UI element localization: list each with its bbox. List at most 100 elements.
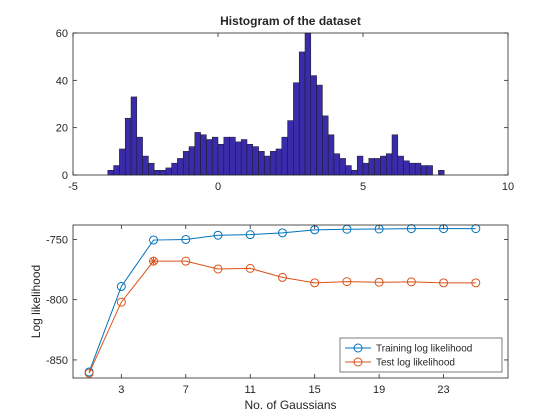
histogram-bar — [362, 162, 370, 176]
histogram-bar — [269, 151, 277, 176]
legend-marker — [353, 343, 363, 353]
series-point-training — [277, 228, 287, 238]
histogram-bar — [130, 96, 138, 176]
likelihood-ticks: 3 7 11 15 19 23 -850 -800 -750 — [46, 225, 508, 396]
histogram-bar — [223, 136, 230, 176]
series-line-training — [88, 228, 476, 373]
histogram-bar — [397, 155, 404, 176]
histogram-bar — [211, 136, 219, 176]
legend-label: Training log likelihood — [376, 344, 472, 355]
histogram-bar — [182, 151, 190, 176]
legend: Training log likelihood Test log likeliho… — [339, 337, 503, 373]
histogram-bar — [119, 148, 126, 176]
series-point-training — [149, 235, 159, 245]
histogram-bar — [356, 155, 364, 176]
histogram-bar — [124, 117, 132, 176]
y-tick-label: 40 — [56, 75, 68, 87]
histogram-bar — [414, 162, 422, 176]
histogram-bar — [403, 160, 410, 176]
x-tick-label: 7 — [183, 384, 189, 396]
series-point-test — [116, 297, 126, 307]
histogram-bar — [153, 170, 161, 176]
histogram-bar — [206, 139, 213, 176]
histogram-bar — [246, 143, 254, 176]
histogram-bar — [217, 143, 225, 176]
likelihood-axes: 3 7 11 15 19 23-850-800-750 No. of Gaussians … — [29, 224, 509, 412]
y-tick-label: 60 — [56, 28, 68, 40]
legend-marker — [353, 357, 363, 367]
histogram-bar — [188, 146, 196, 176]
x-tick-label: 5 — [360, 181, 366, 193]
histogram-bar — [177, 158, 184, 176]
y-tick-label: 0 — [62, 170, 68, 182]
histogram-bar — [385, 153, 393, 176]
histogram-bar — [316, 84, 323, 176]
histogram-bar — [391, 134, 399, 176]
histogram-bar — [229, 136, 236, 176]
histogram-bar — [333, 153, 341, 176]
series-point-training — [245, 230, 255, 240]
series-point-training — [213, 230, 223, 240]
x-tick-label: 11 — [245, 384, 256, 396]
y-tick-label: -750 — [46, 234, 68, 246]
series-point-test — [374, 277, 384, 287]
histogram-bar — [148, 162, 155, 176]
legend-label: Test log likelihood — [376, 358, 455, 369]
x-tick-label: 19 — [373, 384, 385, 396]
histogram-bar — [339, 158, 346, 176]
histogram-bar — [327, 134, 335, 176]
histogram-bar — [258, 151, 265, 176]
histogram-bar — [107, 170, 114, 176]
series-point-training — [181, 234, 191, 244]
series-point-test — [181, 256, 191, 266]
x-tick-label: 23 — [437, 384, 449, 396]
histogram-bar — [194, 132, 201, 176]
series-point-test — [213, 264, 223, 274]
histogram-bar — [293, 82, 300, 176]
histogram-bar — [409, 162, 416, 176]
histogram-bar — [113, 165, 120, 176]
histogram-bar — [200, 134, 207, 176]
histogram-bar — [380, 155, 387, 176]
series-point-test — [310, 278, 320, 288]
histogram-bar — [264, 155, 271, 176]
histogram-axes-box — [72, 32, 509, 176]
likelihood-axes-box — [72, 224, 509, 379]
histogram-bars — [107, 32, 445, 176]
x-tick-label: 3 — [118, 384, 124, 396]
legend-box — [339, 337, 503, 373]
x-tick-label: 15 — [309, 384, 321, 396]
asterisk-marker — [149, 257, 158, 266]
histogram-bar — [304, 32, 312, 176]
histogram-title: Histogram of the dataset — [220, 14, 361, 28]
histogram-bar — [345, 165, 352, 176]
y-tick-label: 20 — [56, 123, 68, 135]
histogram-bar — [235, 141, 242, 176]
series-point-training — [116, 281, 126, 291]
series-point-test — [245, 263, 255, 273]
histogram-bar — [287, 120, 294, 176]
histogram-bar — [159, 170, 167, 176]
series-point-test — [406, 277, 416, 287]
series-point-test — [471, 278, 481, 288]
series-point-test — [342, 277, 352, 287]
histogram-bar — [322, 115, 329, 176]
histogram-bar — [298, 51, 306, 176]
histogram-bar — [165, 167, 172, 176]
histogram-bar — [426, 165, 433, 176]
x-tick-label: 10 — [502, 181, 514, 193]
y-tick-label: -800 — [46, 295, 68, 307]
histogram-bar — [240, 139, 248, 176]
y-tick-label: -850 — [46, 355, 68, 367]
series-point-test — [84, 368, 94, 378]
histogram-bar — [136, 136, 143, 176]
histogram-bar — [171, 162, 178, 176]
likelihood-ylabel: Log likelihood — [29, 265, 43, 338]
histogram-bar — [252, 146, 259, 176]
histogram-bar — [275, 148, 283, 176]
series-point-test — [439, 278, 449, 288]
x-tick-label: -5 — [68, 181, 78, 193]
likelihood-xlabel: No. of Gaussians — [244, 398, 336, 412]
